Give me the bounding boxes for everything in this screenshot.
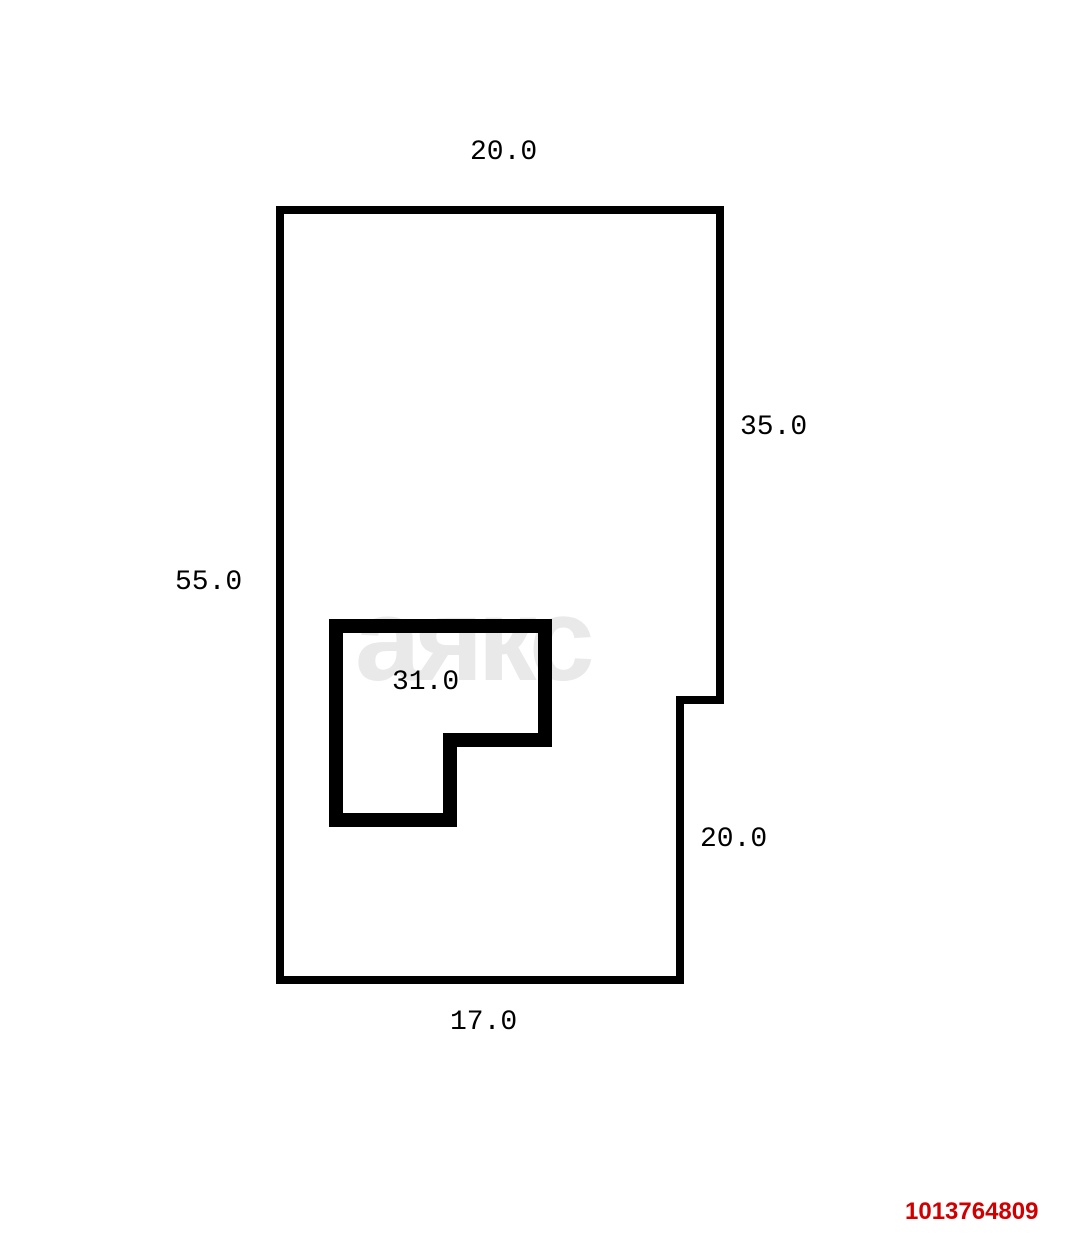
dim-right-lower: 20.0 [700, 824, 767, 855]
dim-bottom: 17.0 [450, 1007, 517, 1038]
inner-outline [336, 626, 545, 820]
listing-id: 1013764809 [905, 1198, 1038, 1226]
floorplan-svg [0, 0, 1080, 1260]
outer-outline [280, 210, 720, 980]
dim-left: 55.0 [175, 567, 242, 598]
dim-right-upper: 35.0 [740, 412, 807, 443]
floorplan-page: аякс 20.0 35.0 20.0 17.0 55.0 31.0 10137… [0, 0, 1080, 1260]
dim-top: 20.0 [470, 137, 537, 168]
dim-inner: 31.0 [392, 667, 459, 698]
